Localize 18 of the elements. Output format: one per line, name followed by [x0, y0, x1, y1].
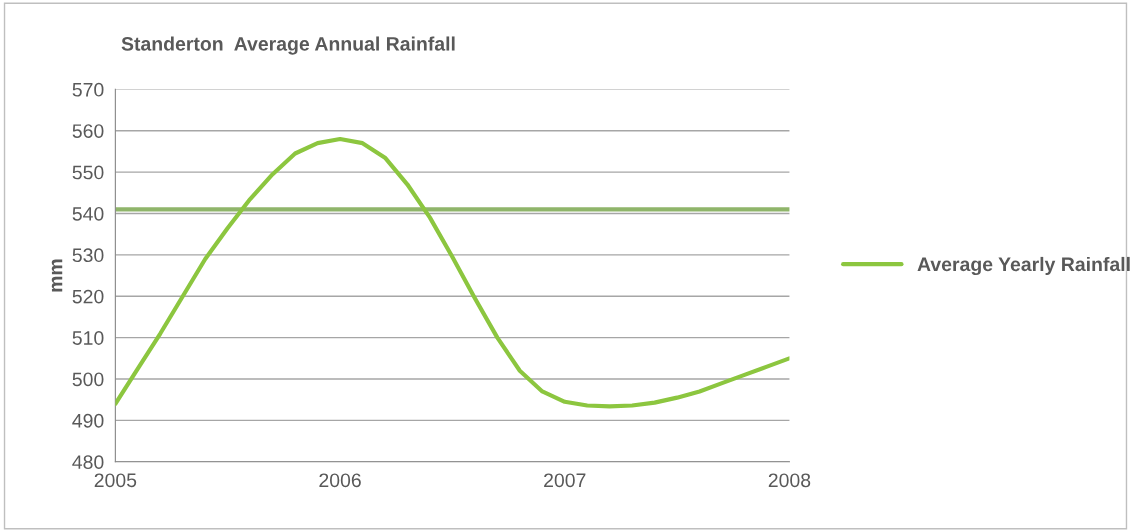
y-tick-label: 510: [72, 331, 104, 345]
y-tick-label: 530: [72, 248, 104, 263]
y-tick-label: 570: [72, 82, 104, 97]
x-tick-label: 2005: [94, 473, 137, 488]
x-tick-label: 2008: [768, 473, 811, 488]
x-tick-label: 2006: [319, 473, 361, 488]
y-tick-label: 480: [72, 455, 104, 470]
y-tick-label: 500: [72, 372, 104, 387]
y-tick-label: 490: [72, 413, 104, 428]
x-tick-label: 2007: [544, 473, 586, 488]
legend-label: Average Yearly Rainfall: [917, 256, 1130, 276]
y-tick-label: 540: [72, 206, 104, 221]
line-series: [115, 136, 790, 409]
y-tick-label: 520: [72, 289, 104, 304]
chart-title: Standerton Average Annual Rainfall: [121, 36, 455, 55]
y-tick-label: 550: [72, 165, 104, 180]
y-axis-title: mm: [51, 259, 63, 292]
y-tick-label: 560: [72, 124, 104, 138]
